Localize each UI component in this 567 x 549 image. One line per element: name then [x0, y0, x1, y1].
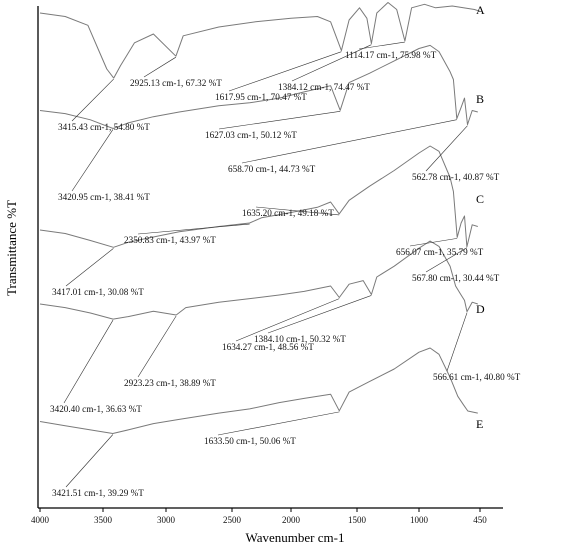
annotation-leader	[425, 125, 468, 172]
series-label-d: D	[476, 302, 485, 316]
annotation-leader	[358, 41, 405, 50]
series-line-e	[39, 347, 478, 434]
series-label-b: B	[476, 92, 484, 106]
peak-annotation: 658.70 cm-1, 44.73 %T	[228, 164, 316, 174]
x-tick-label: 3000	[157, 515, 176, 525]
series-label-e: E	[476, 417, 483, 431]
annotation-leader	[143, 56, 177, 78]
series-line-d	[39, 240, 478, 320]
peak-annotation: 1634.27 cm-1, 48.56 %T	[222, 342, 314, 352]
x-tick-label: 1000	[410, 515, 429, 525]
annotation-leader	[71, 78, 114, 122]
annotation-leader	[241, 119, 457, 164]
annotation-leader	[291, 44, 372, 82]
peak-annotation: 2925.13 cm-1, 67.32 %T	[130, 78, 222, 88]
x-tick-label: 1500	[348, 515, 367, 525]
peak-annotation: 1627.03 cm-1, 50.12 %T	[205, 130, 297, 140]
peak-annotation: 1114.17 cm-1, 75.98 %T	[345, 50, 437, 60]
peak-annotation: 562.78 cm-1, 40.87 %T	[412, 172, 500, 182]
x-tick-label: 3500	[94, 515, 113, 525]
x-tick-label: 2500	[223, 515, 242, 525]
peak-annotation: 3420.95 cm-1, 38.41 %T	[58, 192, 150, 202]
annotation-leader	[63, 319, 114, 404]
annotation-leader	[71, 129, 114, 192]
annotation-leader	[218, 111, 341, 130]
series-line-c	[39, 145, 478, 248]
annotation-leader	[137, 315, 177, 378]
x-tick-label: 450	[473, 515, 487, 525]
peak-annotation: 1617.95 cm-1, 70.47 %T	[215, 92, 307, 102]
peak-annotation: 3420.40 cm-1, 36.63 %T	[50, 404, 142, 414]
peak-annotation: 1384.12 cm-1, 74.47 %T	[278, 82, 370, 92]
peak-annotation: 656.07 cm-1, 35.79 %T	[396, 247, 484, 257]
peak-annotation: 3417.01 cm-1, 30.08 %T	[52, 287, 144, 297]
annotation-leader	[255, 206, 340, 216]
peak-annotation: 2350.83 cm-1, 43.97 %T	[124, 235, 216, 245]
x-axis-label: Wavenumber cm-1	[246, 530, 345, 545]
series-line-b	[39, 44, 478, 129]
x-tick-label: 2000	[282, 515, 301, 525]
peak-annotation: 567.80 cm-1, 30.44 %T	[412, 273, 500, 283]
peak-annotation: 3421.51 cm-1, 39.29 %T	[52, 488, 144, 498]
annotation-leader	[409, 238, 458, 247]
annotation-leader	[228, 51, 342, 92]
annotation-leader	[425, 247, 468, 273]
annotation-leader	[65, 248, 114, 287]
peak-annotation: 566.61 cm-1, 40.80 %T	[433, 372, 521, 382]
series-label-a: A	[476, 3, 485, 17]
series-line-a	[39, 2, 481, 79]
annotation-leader	[65, 434, 114, 488]
series-label-c: C	[476, 192, 484, 206]
peak-annotation: 3415.43 cm-1, 54.80 %T	[58, 122, 150, 132]
peak-annotation: 1635.20 cm-1, 49.18 %T	[242, 208, 334, 218]
annotation-leader	[137, 223, 250, 235]
x-tick-label: 4000	[31, 515, 50, 525]
peak-annotation: 1633.50 cm-1, 50.06 %T	[204, 436, 296, 446]
peak-annotation: 1384.10 cm-1, 50.32 %T	[254, 334, 346, 344]
annotation-leader	[446, 312, 468, 372]
annotation-leader	[217, 411, 340, 436]
peak-annotation: 2923.23 cm-1, 38.89 %T	[124, 378, 216, 388]
y-axis-label: Transmittance %T	[4, 200, 19, 296]
annotation-leader	[267, 295, 372, 334]
annotation-leader	[235, 298, 340, 342]
